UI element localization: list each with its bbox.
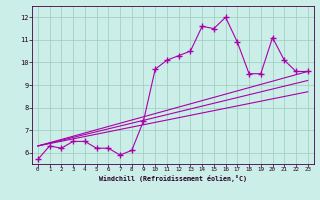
X-axis label: Windchill (Refroidissement éolien,°C): Windchill (Refroidissement éolien,°C) (99, 175, 247, 182)
